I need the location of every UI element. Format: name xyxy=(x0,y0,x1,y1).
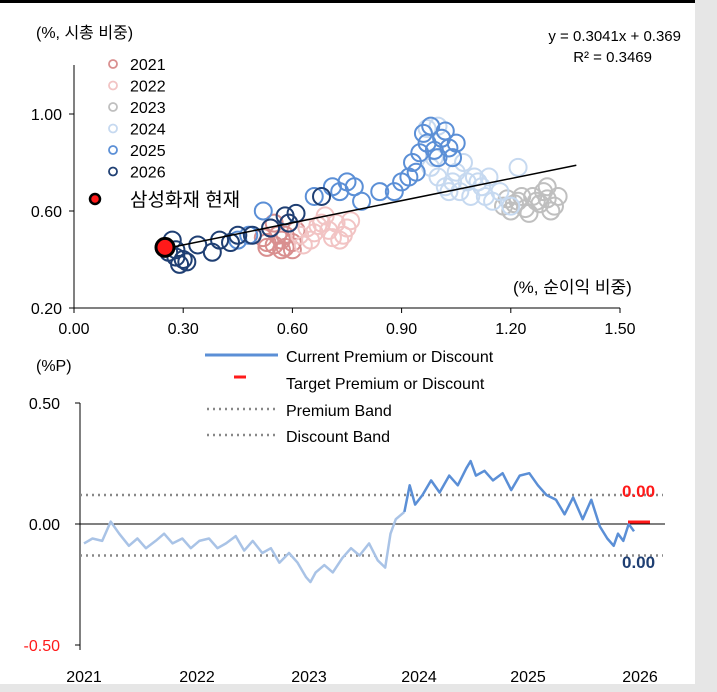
scatter-point-2024 xyxy=(479,167,499,187)
legend-label-2022: 2022 xyxy=(130,79,166,96)
scatter-point-2025 xyxy=(413,123,433,143)
scatter-point-2025 xyxy=(384,182,404,202)
scatter-point-2022 xyxy=(322,228,342,248)
scatter-point-2025 xyxy=(370,182,390,202)
line-x-tick-label: 2023 xyxy=(291,669,327,686)
r-squared-label: R² = 0.3469 xyxy=(573,49,652,66)
scatter-point-2025 xyxy=(253,201,273,221)
scatter-point-2023 xyxy=(512,186,532,206)
scatter-point-2025 xyxy=(421,116,441,136)
scatter-point-2026 xyxy=(279,213,299,233)
scatter-point-2024 xyxy=(490,182,510,202)
scatter-point-2021 xyxy=(271,240,291,260)
scatter-point-2025 xyxy=(392,172,412,192)
regression-equation: y = 0.3041x + 0.369 xyxy=(548,28,681,45)
scatter-point-2022 xyxy=(337,218,357,238)
premium-series-late xyxy=(403,459,636,548)
scatter-ylabel: (%, 시총 비중) xyxy=(36,24,133,42)
current-value-label: 0.00 xyxy=(622,553,655,572)
scatter-point-2025 xyxy=(428,148,448,168)
legend-marker-current xyxy=(88,192,102,206)
line-x-tick-label: 2022 xyxy=(179,669,215,686)
line-x-tick-label: 2026 xyxy=(622,669,658,686)
scatter-legend: 2021 2022 2023 2024 2025 2026 삼성화재 현재 xyxy=(88,57,240,211)
legend-label-2023: 2023 xyxy=(130,100,166,117)
scatter-point-2024 xyxy=(483,191,503,211)
line-x-tick-label: 2025 xyxy=(510,669,546,686)
scatter-y-tick-label: 0.60 xyxy=(31,204,62,221)
scatter-point-2026 xyxy=(177,252,197,272)
line-legend-label: Target Premium or Discount xyxy=(286,376,485,393)
scatter-point-2026 xyxy=(261,218,281,238)
line-x-tick-label: 2021 xyxy=(66,669,102,686)
regression-line xyxy=(164,164,577,250)
scatter-xlabel: (%, 순이익 비중) xyxy=(513,278,632,297)
legend-marker-2025 xyxy=(108,145,118,155)
scatter-point-2024 xyxy=(468,172,488,192)
scatter-point-2024 xyxy=(446,162,466,182)
scatter-x-tick-label: 0.00 xyxy=(58,321,89,338)
scatter-point-2025 xyxy=(322,177,342,197)
scatter-x-tick-label: 1.20 xyxy=(495,321,526,338)
scatter-point-2023 xyxy=(537,177,557,197)
legend-label-2024: 2024 xyxy=(130,122,166,139)
top-rule xyxy=(0,0,717,3)
scatter-point-2021 xyxy=(257,237,277,257)
scatter-x-tick-label: 0.90 xyxy=(386,321,417,338)
legend-marker-2026 xyxy=(108,166,118,177)
line-y-tick-label: 0.00 xyxy=(29,517,60,534)
premium-line-chart: (%P) 0.50 0.00 -0.50 2021 2022 2023 2024 2025 20… xyxy=(24,349,665,686)
scatter-point-2025 xyxy=(410,143,430,163)
scatter-point-2026 xyxy=(210,230,230,250)
scatter-point-2025 xyxy=(446,133,466,153)
line-legend-label: Premium Band xyxy=(286,403,392,420)
scatter-point-2024 xyxy=(501,196,521,216)
scatter-point-2026 xyxy=(242,225,262,245)
scatter-point-2022 xyxy=(315,206,335,226)
target-value-label: 0.00 xyxy=(622,482,655,501)
line-legend-label: Discount Band xyxy=(286,429,390,446)
scatter-x-tick-label: 0.30 xyxy=(168,321,199,338)
legend-label-2026: 2026 xyxy=(130,165,166,182)
scatter-x-tick-label: 1.50 xyxy=(604,321,635,338)
scatter-point-2023 xyxy=(548,186,568,206)
scatter-point-2025 xyxy=(304,186,324,206)
legend-marker-2024 xyxy=(108,123,118,134)
scatter-point-2025 xyxy=(443,148,463,168)
line-y-tick-label: -0.50 xyxy=(24,638,61,655)
legend-label-2021: 2021 xyxy=(130,57,166,74)
scatter-point-2024 xyxy=(439,182,459,202)
legend-marker-2023 xyxy=(108,102,118,112)
right-margin-band xyxy=(695,0,717,692)
legend-marker-2021 xyxy=(108,59,118,69)
scatter-y-tick-label: 1.00 xyxy=(31,107,62,124)
scatter-point-2025 xyxy=(403,153,423,172)
legend-label-current: 삼성화재 현재 xyxy=(130,189,240,211)
scatter-point-2026 xyxy=(173,250,193,269)
line-ylabel: (%P) xyxy=(36,358,72,375)
scatter-chart: (%, 시총 비중) (%, 순이익 비중) y = 0.3041x + 0.3… xyxy=(31,24,681,338)
scatter-x-tick-label: 0.60 xyxy=(277,321,308,338)
scatter-point-2026 xyxy=(221,233,241,253)
scatter-point-2023 xyxy=(544,196,564,216)
premium-series-early xyxy=(83,510,406,584)
scatter-point-2024 xyxy=(453,153,473,172)
legend-marker-2022 xyxy=(108,80,118,91)
line-y-tick-label: 0.50 xyxy=(29,396,60,413)
line-legend-label: Current Premium or Discount xyxy=(286,349,494,366)
scatter-point-2022 xyxy=(293,235,313,255)
scatter-point-2024 xyxy=(508,157,528,177)
scatter-point-2026 xyxy=(202,242,222,262)
scatter-point-2022 xyxy=(290,225,310,245)
current-highlight-point xyxy=(154,236,176,258)
legend-label-2025: 2025 xyxy=(130,143,166,160)
line-legend: Current Premium or Discount Target Premiu… xyxy=(205,349,494,446)
scatter-point-2024 xyxy=(450,182,470,202)
bottom-margin-band xyxy=(0,684,717,692)
line-x-tick-label: 2024 xyxy=(401,669,437,686)
scatter-point-2024 xyxy=(417,119,437,139)
scatter-y-tick-label: 0.20 xyxy=(31,301,62,318)
scatter-point-2026 xyxy=(312,186,332,206)
